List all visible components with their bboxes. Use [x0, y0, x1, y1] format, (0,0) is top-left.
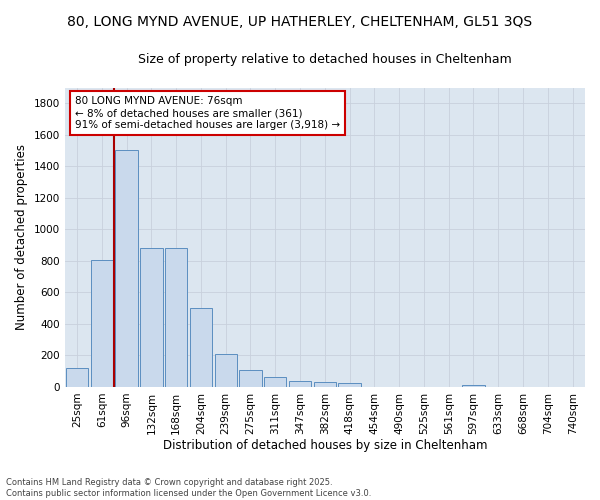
Bar — [215, 354, 237, 387]
Bar — [289, 380, 311, 387]
Bar — [66, 368, 88, 387]
Bar — [314, 382, 336, 387]
Bar — [338, 383, 361, 387]
Bar — [239, 370, 262, 387]
Text: 80, LONG MYND AVENUE, UP HATHERLEY, CHELTENHAM, GL51 3QS: 80, LONG MYND AVENUE, UP HATHERLEY, CHEL… — [67, 15, 533, 29]
Bar — [463, 384, 485, 387]
Bar — [140, 248, 163, 387]
Bar — [115, 150, 138, 387]
Bar — [190, 308, 212, 387]
Y-axis label: Number of detached properties: Number of detached properties — [15, 144, 28, 330]
Bar — [91, 260, 113, 387]
Text: Contains HM Land Registry data © Crown copyright and database right 2025.
Contai: Contains HM Land Registry data © Crown c… — [6, 478, 371, 498]
Bar — [165, 248, 187, 387]
Title: Size of property relative to detached houses in Cheltenham: Size of property relative to detached ho… — [138, 52, 512, 66]
Text: 80 LONG MYND AVENUE: 76sqm
← 8% of detached houses are smaller (361)
91% of semi: 80 LONG MYND AVENUE: 76sqm ← 8% of detac… — [75, 96, 340, 130]
Bar — [264, 376, 286, 387]
X-axis label: Distribution of detached houses by size in Cheltenham: Distribution of detached houses by size … — [163, 440, 487, 452]
